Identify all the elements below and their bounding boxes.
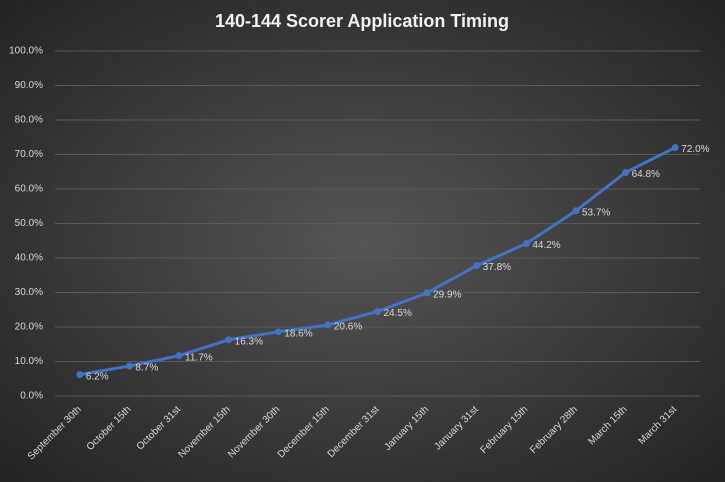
point	[473, 262, 481, 270]
y-tick-label: 70.0%	[15, 149, 43, 160]
data-label: 11.7%	[185, 352, 213, 363]
y-tick-label: 80.0%	[15, 115, 43, 126]
data-label: 18.6%	[284, 328, 312, 339]
point	[522, 240, 530, 248]
y-tick-label: 60.0%	[15, 184, 43, 195]
y-tick-label: 50.0%	[15, 218, 43, 229]
data-label: 64.8%	[632, 169, 660, 180]
data-label: 29.9%	[433, 289, 461, 300]
data-label: 20.6%	[334, 322, 362, 333]
point	[622, 168, 630, 176]
y-tick-label: 40.0%	[15, 253, 43, 264]
point	[324, 321, 332, 329]
data-label: 72.0%	[681, 144, 709, 155]
point	[374, 307, 381, 315]
point	[423, 289, 431, 297]
y-tick-label: 30.0%	[15, 287, 43, 298]
point	[671, 144, 679, 152]
data-label: 8.7%	[135, 363, 158, 374]
point	[76, 371, 84, 379]
y-tick-label: 0.0%	[20, 391, 43, 402]
data-label: 37.8%	[483, 262, 511, 273]
point	[572, 207, 580, 215]
data-label: 53.7%	[582, 207, 610, 218]
data-label: 24.5%	[384, 308, 412, 319]
point	[125, 362, 133, 370]
chart-title: 140-144 Scorer Application Timing	[215, 11, 509, 31]
point	[274, 328, 282, 336]
point	[225, 336, 233, 344]
y-tick-label: 10.0%	[15, 356, 43, 367]
y-tick-label: 90.0%	[15, 80, 43, 91]
point	[175, 352, 183, 360]
data-label: 16.3%	[235, 336, 263, 347]
y-tick-label: 20.0%	[15, 322, 43, 333]
data-label: 44.2%	[532, 240, 560, 251]
data-label: 6.2%	[86, 371, 109, 382]
y-tick-label: 100.0%	[9, 46, 43, 57]
